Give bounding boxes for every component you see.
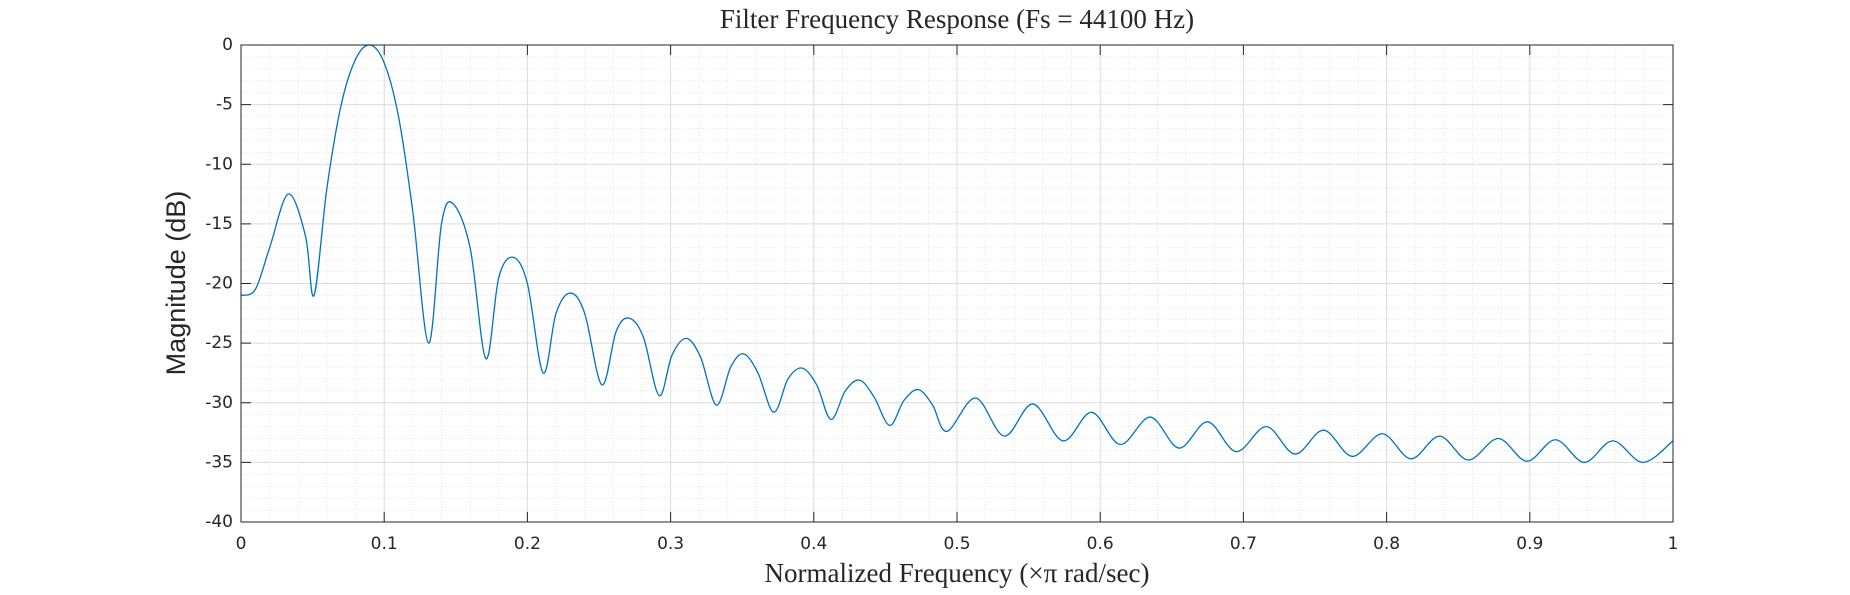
x-tick-label: 0.4 [800, 534, 827, 554]
x-tick-label: 0.1 [371, 534, 398, 554]
y-tick-label: -35 [205, 452, 233, 472]
y-tick-label: -5 [216, 95, 233, 115]
x-tick-label: 0.9 [1516, 534, 1543, 554]
y-tick-label: -25 [205, 333, 233, 353]
chart-title: Filter Frequency Response (Fs = 44100 Hz… [720, 4, 1194, 34]
x-tick-label: 0 [236, 534, 247, 554]
data-line [240, 44, 1674, 464]
x-tick-label: 0.2 [514, 534, 541, 554]
x-tick-label: 0.5 [943, 534, 970, 554]
y-tick-label: -10 [205, 154, 233, 174]
x-tick-label: 0.6 [1087, 534, 1114, 554]
y-tick-label: -40 [205, 512, 233, 532]
y-tick-label: 0 [222, 35, 233, 55]
axes-box [240, 44, 1674, 523]
y-tick-label: -15 [205, 214, 233, 234]
x-tick-label: 0.8 [1373, 534, 1400, 554]
x-tick-label: 0.3 [657, 534, 684, 554]
x-tick-label: 0.7 [1230, 534, 1257, 554]
y-axis-label: Magnitude (dB) [161, 191, 191, 376]
x-axis-label: Normalized Frequency (×π rad/sec) [765, 558, 1150, 588]
x-tick-label: 1 [1668, 534, 1679, 554]
y-tick-label: -20 [205, 274, 233, 294]
y-tick-label: -30 [205, 393, 233, 413]
